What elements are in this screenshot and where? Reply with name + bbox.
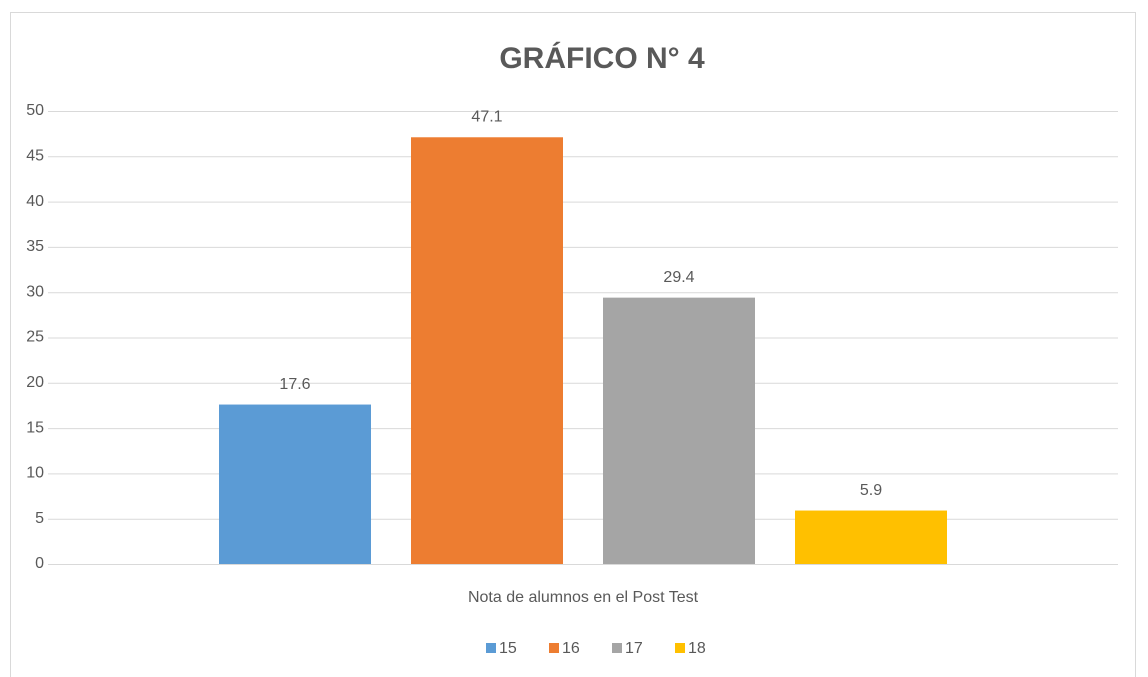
- data-label: 47.1: [471, 108, 502, 125]
- legend-swatch: [612, 643, 622, 653]
- legend-label: 16: [562, 640, 580, 657]
- y-tick-label: 30: [26, 283, 44, 300]
- legend-label: 15: [499, 640, 517, 657]
- y-tick-label: 25: [26, 329, 44, 346]
- chart-title: GRÁFICO N° 4: [499, 41, 705, 75]
- bar: [411, 137, 563, 565]
- bar: [795, 510, 947, 564]
- y-tick-label: 5: [35, 510, 44, 527]
- y-tick-label: 20: [26, 374, 44, 391]
- legend-swatch: [486, 643, 496, 653]
- legend-swatch: [549, 643, 559, 653]
- bar: [219, 404, 371, 564]
- data-label: 5.9: [860, 482, 882, 499]
- y-tick-label: 0: [35, 555, 44, 572]
- y-tick-label: 50: [26, 102, 44, 119]
- data-label: 17.6: [279, 376, 310, 393]
- x-tick-label: Nota de alumnos en el Post Test: [468, 589, 699, 606]
- y-tick-label: 40: [26, 193, 44, 210]
- legend-label: 17: [625, 640, 643, 657]
- chart-border: [10, 12, 1136, 677]
- y-tick-label: 15: [26, 419, 44, 436]
- legend-swatch: [675, 643, 685, 653]
- y-tick-label: 45: [26, 148, 44, 165]
- bar: [603, 297, 755, 564]
- y-tick-label: 35: [26, 238, 44, 255]
- legend-label: 18: [688, 640, 706, 657]
- y-tick-label: 10: [26, 465, 44, 482]
- data-label: 29.4: [663, 269, 694, 286]
